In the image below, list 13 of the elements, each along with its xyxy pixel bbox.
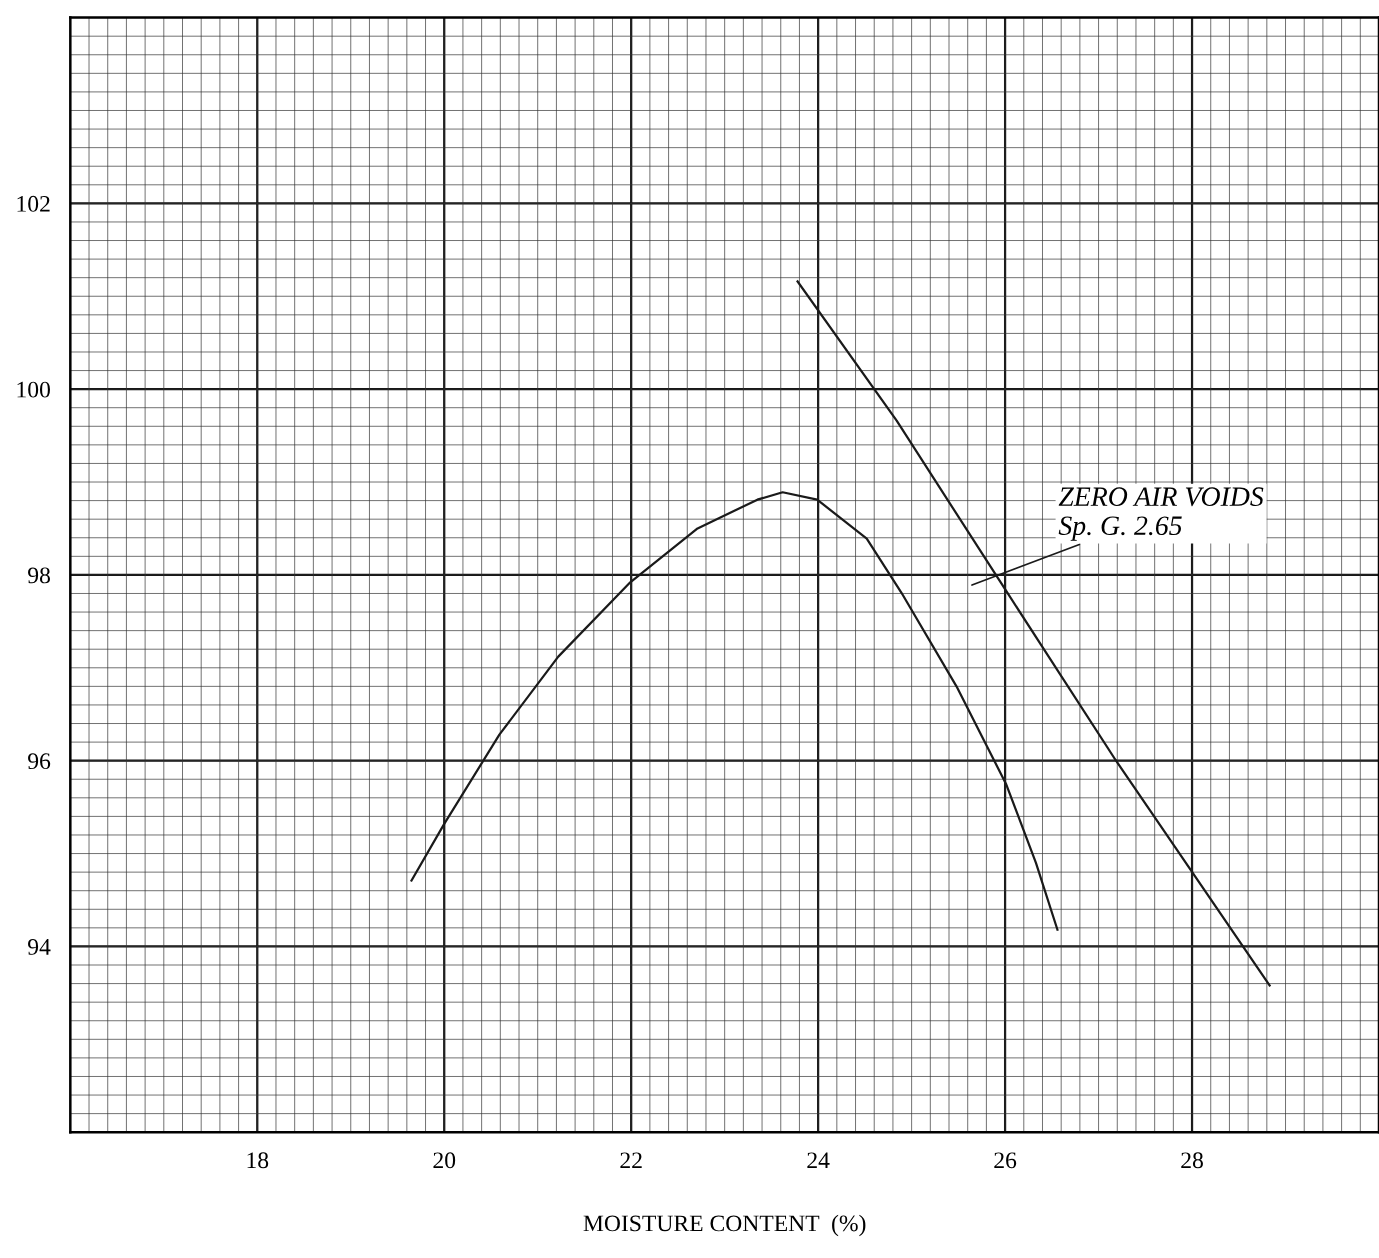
y-tick-label: 102 — [17, 195, 50, 212]
x-axis-title: MOISTURE CONTENT (%) — [583, 1214, 866, 1237]
y-tick-label: 98 — [28, 567, 50, 584]
y-tick-label: 94 — [28, 938, 51, 955]
x-tick-label: 18 — [247, 1152, 269, 1169]
x-tick-label: 26 — [994, 1152, 1017, 1169]
x-tick-label: 28 — [1181, 1152, 1203, 1169]
y-tick-label: 96 — [28, 753, 51, 770]
annotation: ZERO AIR VOIDS Sp. G. 2.65 — [1058, 487, 1264, 541]
x-tick-label: 22 — [620, 1152, 642, 1169]
y-tick-label: 100 — [17, 381, 50, 398]
x-tick-label: 20 — [433, 1152, 456, 1169]
x-tick-label: 24 — [807, 1152, 830, 1169]
